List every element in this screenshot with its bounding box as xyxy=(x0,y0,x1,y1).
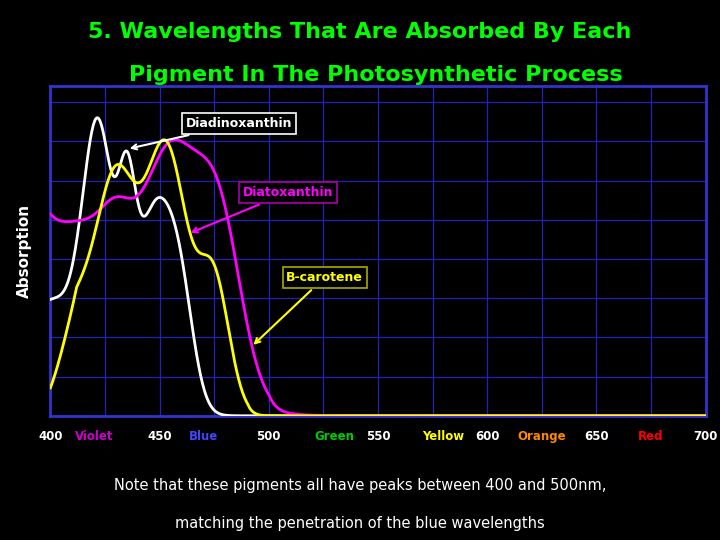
Text: Pigment In The Photosynthetic Process: Pigment In The Photosynthetic Process xyxy=(98,65,622,85)
Text: Note that these pigments all have peaks between 400 and 500nm,: Note that these pigments all have peaks … xyxy=(114,478,606,493)
Text: Absorption: Absorption xyxy=(17,204,32,298)
Text: 550: 550 xyxy=(366,429,390,443)
Text: Blue: Blue xyxy=(189,429,218,443)
Text: Red: Red xyxy=(638,429,664,443)
Text: 400: 400 xyxy=(38,429,63,443)
Text: matching the penetration of the blue wavelengths: matching the penetration of the blue wav… xyxy=(175,516,545,531)
Text: 650: 650 xyxy=(584,429,608,443)
Text: Orange: Orange xyxy=(518,429,566,443)
Text: 5. Wavelengths That Are Absorbed By Each: 5. Wavelengths That Are Absorbed By Each xyxy=(89,22,631,42)
Text: B-carotene: B-carotene xyxy=(255,271,363,343)
Text: 600: 600 xyxy=(475,429,500,443)
Text: 450: 450 xyxy=(148,429,172,443)
Text: 700: 700 xyxy=(693,429,718,443)
Text: Diadinoxanthin: Diadinoxanthin xyxy=(132,117,292,150)
Text: Diatoxanthin: Diatoxanthin xyxy=(193,186,333,232)
Text: Green: Green xyxy=(315,429,354,443)
Text: 500: 500 xyxy=(256,429,281,443)
Text: Violet: Violet xyxy=(75,429,113,443)
Text: Yellow: Yellow xyxy=(423,429,464,443)
